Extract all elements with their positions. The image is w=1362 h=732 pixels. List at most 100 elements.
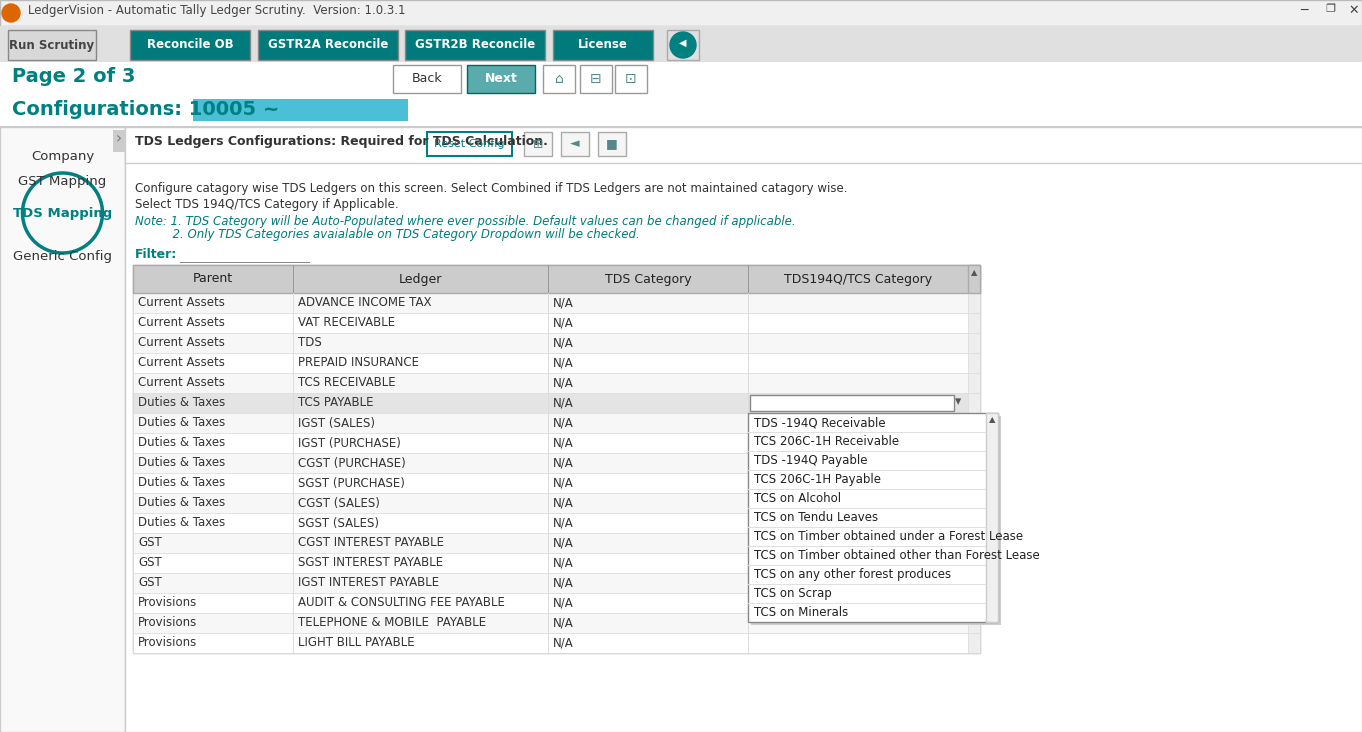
Text: SGST (PURCHASE): SGST (PURCHASE)	[298, 477, 405, 490]
Text: Generic Config: Generic Config	[14, 250, 112, 263]
Bar	[133, 493, 968, 513]
Bar	[968, 613, 981, 633]
Text: GST: GST	[138, 537, 162, 550]
Text: N/A: N/A	[553, 556, 573, 569]
Text: TCS on Tendu Leaves: TCS on Tendu Leaves	[755, 511, 878, 524]
Text: ❐: ❐	[1325, 4, 1335, 14]
Text: LedgerVision - Automatic Tally Ledger Scrutiny.  Version: 1.0.3.1: LedgerVision - Automatic Tally Ledger Sc…	[29, 4, 406, 17]
Bar	[968, 413, 981, 433]
Text: IGST INTEREST PAYABLE: IGST INTEREST PAYABLE	[298, 577, 439, 589]
Text: Duties & Taxes: Duties & Taxes	[138, 436, 225, 449]
Text: Reconcile OB: Reconcile OB	[147, 39, 233, 51]
Bar	[133, 393, 968, 413]
Text: AUDIT & CONSULTING FEE PAYABLE: AUDIT & CONSULTING FEE PAYABLE	[298, 597, 505, 610]
Bar	[0, 26, 1362, 64]
Bar	[968, 353, 981, 373]
Text: CGST INTEREST PAYABLE: CGST INTEREST PAYABLE	[298, 537, 444, 550]
Bar	[133, 353, 968, 373]
Text: TCS 206C-1H Payable: TCS 206C-1H Payable	[755, 473, 881, 486]
Text: Duties & Taxes: Duties & Taxes	[138, 417, 225, 430]
Bar	[125, 163, 1362, 164]
Bar	[125, 127, 1362, 163]
Bar	[968, 573, 981, 593]
Bar	[0, 0, 1362, 26]
Bar	[748, 413, 998, 622]
Text: CGST (PURCHASE): CGST (PURCHASE)	[298, 457, 406, 469]
Text: N/A: N/A	[553, 376, 573, 389]
Text: ADVANCE INCOME TAX: ADVANCE INCOME TAX	[298, 296, 432, 310]
Text: VAT RECEIVABLE: VAT RECEIVABLE	[298, 316, 395, 329]
Text: Provisions: Provisions	[138, 616, 197, 630]
Text: ⌂: ⌂	[554, 72, 564, 86]
Bar	[968, 393, 981, 413]
Text: TCS on Scrap: TCS on Scrap	[755, 587, 832, 600]
Bar	[580, 65, 612, 93]
Bar	[968, 473, 981, 493]
Text: TCS on Minerals: TCS on Minerals	[755, 606, 849, 619]
Bar	[133, 453, 968, 473]
Text: Company: Company	[31, 150, 94, 163]
Text: TDS -194Q Payable: TDS -194Q Payable	[755, 454, 868, 467]
Text: N/A: N/A	[553, 517, 573, 529]
Bar	[113, 130, 125, 152]
Text: TCS on Timber obtained under a Forest Lease: TCS on Timber obtained under a Forest Le…	[755, 530, 1023, 543]
Text: TDS -194Q Receivable: TDS -194Q Receivable	[755, 416, 885, 429]
Bar	[0, 96, 1362, 126]
Text: TDS: TDS	[298, 337, 321, 349]
Bar	[133, 473, 968, 493]
Bar	[129, 30, 251, 60]
Text: ▲: ▲	[989, 415, 996, 424]
Text: LIGHT BILL PAYABLE: LIGHT BILL PAYABLE	[298, 637, 414, 649]
Text: Current Assets: Current Assets	[138, 376, 225, 389]
Text: Reset Config: Reset Config	[434, 139, 505, 149]
Text: Current Assets: Current Assets	[138, 316, 225, 329]
Text: ›: ›	[116, 131, 123, 146]
Bar	[394, 65, 460, 93]
Text: N/A: N/A	[553, 477, 573, 490]
Bar	[968, 633, 981, 653]
Text: 2. Only TDS Categories avaialable on TDS Category Dropdown will be checked.: 2. Only TDS Categories avaialable on TDS…	[135, 228, 640, 241]
Bar	[598, 132, 627, 156]
Text: N/A: N/A	[553, 597, 573, 610]
Text: Back: Back	[411, 72, 443, 86]
Text: ■: ■	[606, 138, 618, 151]
Text: Filter:: Filter:	[135, 248, 177, 261]
Text: ◄: ◄	[571, 138, 580, 151]
Bar	[968, 433, 981, 453]
Text: GSTR2A Reconcile: GSTR2A Reconcile	[268, 39, 388, 51]
Text: TCS on any other forest produces: TCS on any other forest produces	[755, 568, 951, 581]
Text: ▾: ▾	[955, 395, 962, 408]
Text: ⊡: ⊡	[625, 72, 637, 86]
Text: GST Mapping: GST Mapping	[18, 175, 106, 188]
Bar	[257, 30, 398, 60]
Text: N/A: N/A	[553, 637, 573, 649]
Text: Provisions: Provisions	[138, 637, 197, 649]
Text: N/A: N/A	[553, 337, 573, 349]
Text: TCS on Timber obtained other than Forest Lease: TCS on Timber obtained other than Forest…	[755, 549, 1039, 562]
Text: TCS 206C-1H Receivable: TCS 206C-1H Receivable	[755, 435, 899, 448]
Circle shape	[1, 4, 20, 22]
Bar	[133, 313, 968, 333]
Text: N/A: N/A	[553, 537, 573, 550]
Bar	[968, 265, 981, 293]
Text: Parent: Parent	[193, 272, 233, 285]
Bar	[133, 633, 968, 653]
Bar	[968, 493, 981, 513]
Text: ◀: ◀	[680, 38, 686, 48]
Text: GSTR2B Reconcile: GSTR2B Reconcile	[415, 39, 535, 51]
Bar	[133, 513, 968, 533]
Text: ▲: ▲	[971, 268, 978, 277]
Text: TDS Ledgers Configurations: Required for TDS Calculation.: TDS Ledgers Configurations: Required for…	[135, 135, 548, 148]
Text: SGST INTEREST PAYABLE: SGST INTEREST PAYABLE	[298, 556, 443, 569]
Text: Provisions: Provisions	[138, 597, 197, 610]
Text: Duties & Taxes: Duties & Taxes	[138, 397, 225, 409]
Text: IGST (PURCHASE): IGST (PURCHASE)	[298, 436, 400, 449]
Bar	[467, 65, 535, 93]
Text: ─: ─	[1299, 4, 1308, 17]
Bar	[133, 293, 968, 313]
Text: Duties & Taxes: Duties & Taxes	[138, 457, 225, 469]
Text: N/A: N/A	[553, 417, 573, 430]
Text: TCS on Alcohol: TCS on Alcohol	[755, 492, 842, 505]
Text: N/A: N/A	[553, 496, 573, 509]
Text: CGST (SALES): CGST (SALES)	[298, 496, 380, 509]
